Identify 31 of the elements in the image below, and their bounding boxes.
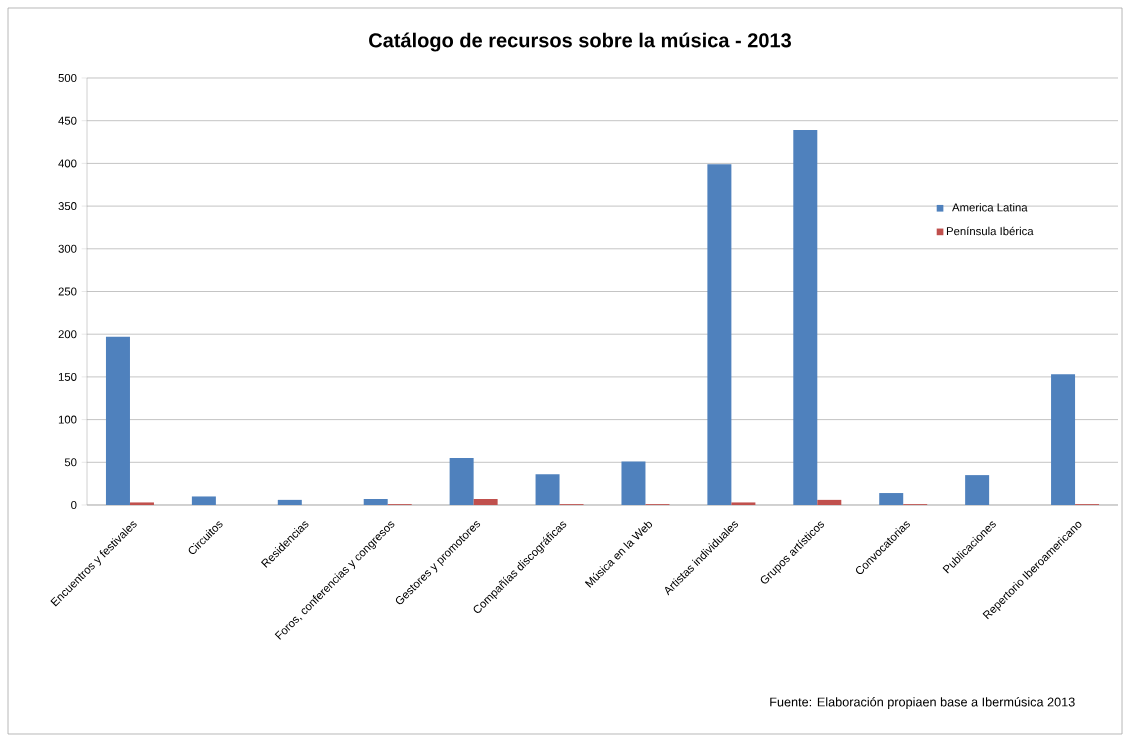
bar — [449, 458, 474, 505]
y-tick-label: 450 — [58, 116, 77, 125]
bar — [277, 499, 302, 505]
bar — [535, 474, 560, 505]
y-tick-label: 300 — [58, 244, 77, 253]
bar — [731, 502, 756, 505]
chart-title: Catálogo de recursos sobre la música - 2013 — [369, 32, 791, 52]
bar — [817, 499, 842, 505]
bar — [965, 475, 990, 505]
bar — [879, 493, 904, 505]
bar — [621, 461, 646, 505]
bar — [707, 164, 732, 505]
bar — [191, 496, 216, 505]
y-tick-label: 100 — [58, 415, 77, 424]
bar — [129, 502, 154, 505]
y-tick-label: 50 — [64, 458, 77, 467]
bar — [473, 499, 498, 505]
legend-label: Península Ibérica — [946, 226, 1034, 236]
bar — [1051, 374, 1076, 505]
bar — [105, 336, 130, 505]
source-note: Fuente: Elaboración propiaen base a Ibermúsica 2013 — [770, 697, 1075, 709]
y-tick-label: 0 — [71, 500, 77, 509]
legend-label: America Latina — [952, 203, 1028, 212]
bar — [363, 499, 388, 505]
y-tick-label: 200 — [58, 330, 77, 339]
y-tick-label: 350 — [58, 202, 77, 211]
y-tick-label: 400 — [58, 159, 77, 168]
y-tick-label: 150 — [58, 372, 77, 381]
bar — [793, 130, 818, 505]
y-tick-label: 250 — [58, 287, 77, 296]
y-tick-label: 500 — [58, 74, 77, 83]
